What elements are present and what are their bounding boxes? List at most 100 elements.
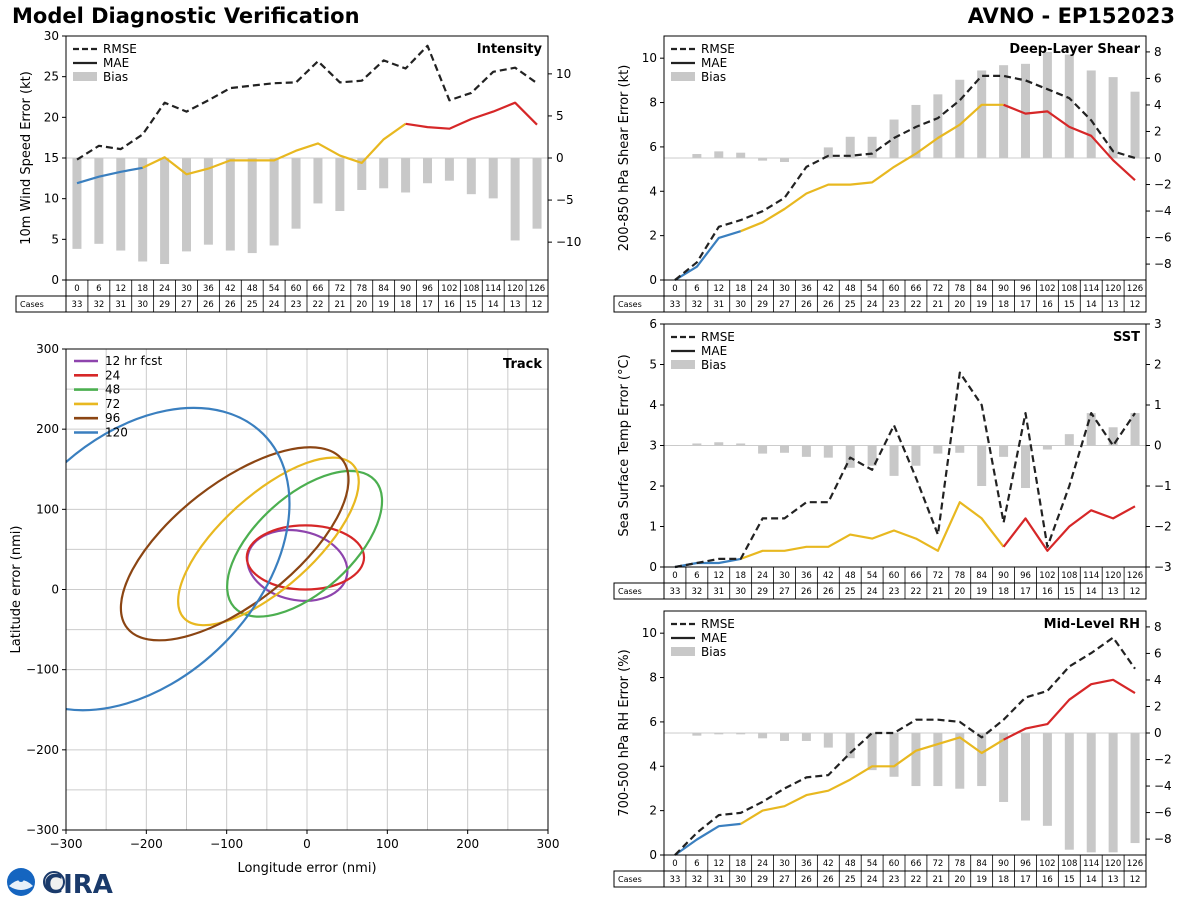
bias-bar bbox=[1064, 733, 1074, 850]
y-tick-label: 30 bbox=[44, 29, 59, 43]
case-count: 21 bbox=[932, 875, 943, 885]
bias-tick-label: 8 bbox=[1154, 620, 1162, 634]
hour-label: 6 bbox=[694, 859, 699, 869]
bias-bar bbox=[225, 158, 235, 251]
hour-label: 78 bbox=[356, 284, 367, 294]
cases-label-cell bbox=[613, 582, 665, 600]
ellipse-96 bbox=[119, 446, 350, 642]
y-tick-label: 8 bbox=[649, 96, 657, 110]
hour-label: 6 bbox=[96, 284, 101, 294]
bias-tick-label: −6 bbox=[1154, 231, 1172, 245]
bias-bar bbox=[933, 94, 943, 158]
hour-label: 36 bbox=[801, 571, 812, 581]
case-count: 19 bbox=[976, 875, 987, 885]
bias-bar bbox=[845, 136, 855, 158]
panel-track: −300 −200 −100 0 100 200 300 −300 −200 −100 0 100 20… bbox=[9, 342, 559, 876]
bias-bar bbox=[999, 65, 1009, 158]
bias-tick-label: 4 bbox=[1154, 98, 1162, 112]
legend-mae-label: MAE bbox=[701, 56, 727, 70]
bias-bar bbox=[313, 158, 323, 204]
case-count: 12 bbox=[1130, 875, 1141, 885]
hour-label: 66 bbox=[911, 284, 922, 294]
legend-mae-label: MAE bbox=[103, 56, 129, 70]
cira-logo: CIRA bbox=[4, 866, 114, 900]
case-count: 32 bbox=[691, 875, 702, 885]
hour-label: 0 bbox=[672, 284, 677, 294]
case-count: 15 bbox=[1064, 300, 1075, 310]
case-count: 31 bbox=[115, 300, 126, 310]
x-tick-label: −300 bbox=[50, 837, 83, 851]
hour-label: 66 bbox=[911, 571, 922, 581]
case-count: 14 bbox=[1086, 875, 1097, 885]
legend-bias-swatch bbox=[671, 647, 695, 656]
case-count: 30 bbox=[735, 300, 746, 310]
hour-label: 18 bbox=[137, 284, 148, 294]
bias-bar bbox=[1086, 413, 1096, 446]
case-count: 32 bbox=[93, 300, 104, 310]
rmse-line bbox=[674, 636, 1136, 856]
hour-label: 48 bbox=[845, 284, 856, 294]
bias-tick-label: −8 bbox=[1154, 257, 1172, 271]
bias-tick-label: 8 bbox=[1154, 45, 1162, 59]
hour-label: 42 bbox=[823, 284, 834, 294]
y-tick-label: 2 bbox=[649, 229, 657, 243]
case-count: 33 bbox=[72, 300, 83, 310]
legend-bias-label: Bias bbox=[701, 645, 726, 659]
hour-label: 96 bbox=[1020, 284, 1031, 294]
y-tick-label: 1 bbox=[649, 520, 657, 534]
y-tick-label: 6 bbox=[649, 140, 657, 154]
bias-bar bbox=[780, 445, 789, 453]
hour-label: 72 bbox=[932, 284, 943, 294]
case-count: 31 bbox=[713, 875, 724, 885]
bias-bar bbox=[1108, 77, 1118, 158]
bias-bar bbox=[1021, 445, 1030, 489]
bias-tick-label: −5 bbox=[556, 193, 574, 207]
y-tick-label: 4 bbox=[649, 398, 657, 412]
mae-line-mid bbox=[740, 736, 1005, 825]
case-count: 15 bbox=[1064, 587, 1075, 597]
bias-bar bbox=[801, 158, 811, 159]
bias-bar bbox=[758, 158, 768, 161]
y-tick-label: 3 bbox=[649, 439, 657, 453]
bias-bar bbox=[357, 158, 367, 190]
bias-tick-label: 6 bbox=[1154, 646, 1162, 660]
y-tick-label: −100 bbox=[26, 663, 59, 677]
bias-bar bbox=[1021, 733, 1030, 821]
legend-bias-label: Bias bbox=[701, 70, 726, 84]
case-count: 23 bbox=[291, 300, 302, 310]
case-count: 33 bbox=[670, 300, 681, 310]
hour-label: 102 bbox=[1039, 284, 1055, 294]
mae-line-late bbox=[1003, 103, 1136, 182]
panel-intensity: 0 5 10 15 20 25 30 −10 −5 0 5 10 10m Wind Speed Erro… bbox=[15, 29, 581, 313]
case-count: 27 bbox=[779, 587, 790, 597]
bias-bar bbox=[1042, 445, 1052, 450]
case-count: 26 bbox=[801, 300, 812, 310]
legend-bias-label: Bias bbox=[701, 358, 726, 372]
legend-mae-label: MAE bbox=[701, 344, 727, 358]
bias-bar bbox=[911, 445, 921, 466]
cases-label: Cases bbox=[618, 300, 642, 309]
bias-bar bbox=[999, 733, 1009, 802]
hour-label: 24 bbox=[159, 284, 170, 294]
case-count: 19 bbox=[976, 300, 987, 310]
hour-label: 120 bbox=[1105, 571, 1121, 581]
hour-label: 90 bbox=[998, 571, 1009, 581]
bias-tick-label: 0 bbox=[1154, 151, 1162, 165]
bias-bar bbox=[488, 158, 498, 199]
legend-rmse-label: RMSE bbox=[701, 330, 735, 344]
case-count: 13 bbox=[510, 300, 521, 310]
y-axis-label: Latitude error (nmi) bbox=[9, 526, 24, 654]
bias-tick-label: −3 bbox=[1154, 560, 1172, 574]
case-count: 18 bbox=[400, 300, 411, 310]
y-tick-label: 100 bbox=[36, 502, 59, 516]
bias-bar bbox=[401, 158, 411, 193]
case-count: 25 bbox=[845, 300, 856, 310]
case-count: 30 bbox=[137, 300, 148, 310]
hour-label: 48 bbox=[247, 284, 258, 294]
hour-label: 66 bbox=[313, 284, 324, 294]
globe-icon bbox=[43, 871, 65, 893]
bias-tick-label: −2 bbox=[1154, 520, 1172, 534]
hour-label: 30 bbox=[779, 571, 790, 581]
